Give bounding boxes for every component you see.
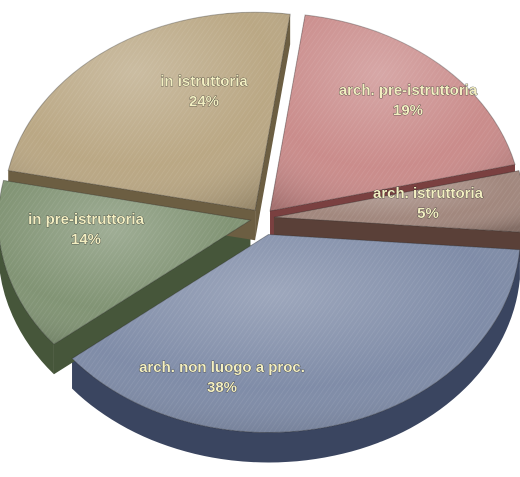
- slice-category-label: arch. pre-istruttoria: [339, 82, 478, 99]
- slice-shine: [273, 170, 520, 233]
- slice-category-label: in istruttoria: [160, 73, 248, 90]
- slice-percent-label: 19%: [393, 102, 423, 119]
- slice-shine: [72, 234, 520, 433]
- slice-category-label: arch. istruttoria: [373, 185, 484, 202]
- slice-percent-label: 24%: [189, 93, 219, 110]
- slice-category-label: in pre-istruttoria: [28, 211, 144, 228]
- slice-shine: [270, 14, 515, 212]
- slice-edge-face: [255, 14, 291, 241]
- slice-rim: [72, 249, 520, 463]
- slice-shine: [8, 12, 291, 211]
- slice-edge-face: [53, 220, 251, 375]
- slice-percent-label: 14%: [71, 231, 101, 248]
- slice-tops: [0, 11, 520, 434]
- slice-category-label: arch. non luogo a proc.: [139, 359, 305, 376]
- slice-shine: [0, 180, 251, 345]
- slice-percent-label: 5%: [417, 205, 439, 222]
- slice-rim: [0, 242, 54, 375]
- slice-labels: arch. pre-istruttoria 19% arch. istruttori…: [28, 73, 484, 397]
- slice-percent-label: 38%: [207, 379, 237, 396]
